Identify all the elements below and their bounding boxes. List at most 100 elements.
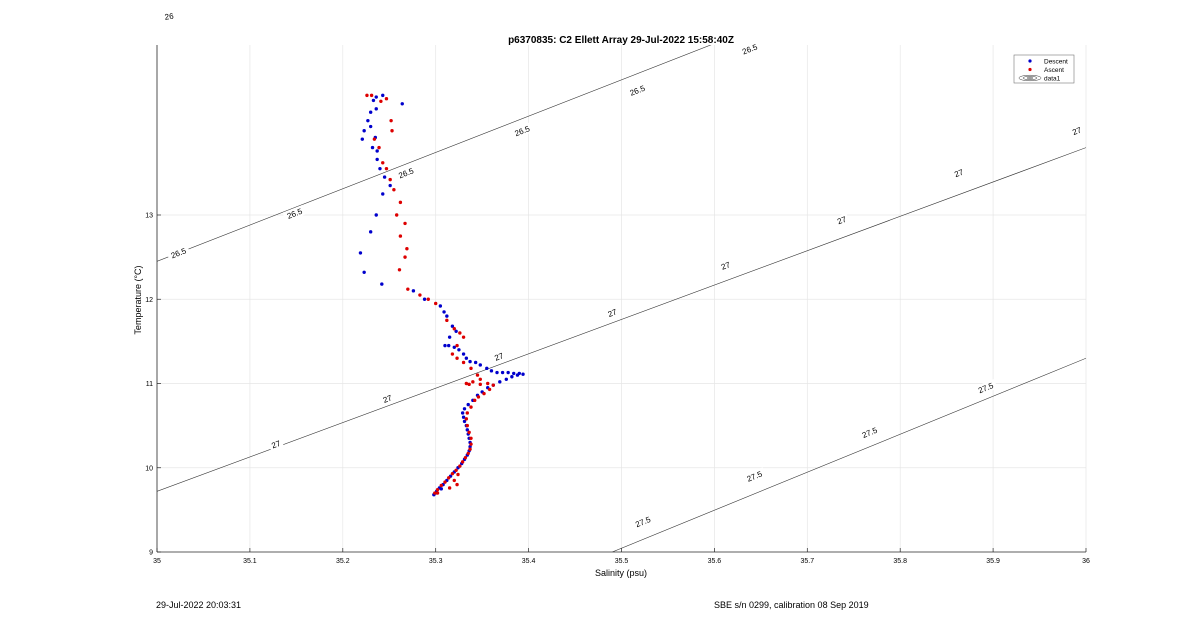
descent-point (378, 166, 382, 171)
legend-descent-marker (1028, 59, 1032, 63)
descent-point (388, 183, 392, 188)
contour-label-background (379, 391, 396, 406)
ascent-point (394, 213, 399, 217)
x-tick-label: 35.7 (800, 558, 814, 565)
ascent-point (384, 97, 389, 101)
contour-label: 26 (161, 10, 177, 22)
ascent-point (461, 360, 466, 365)
ascent-point (369, 93, 374, 98)
y-tick-label: 10 (145, 465, 153, 472)
contour-label-background (282, 204, 307, 222)
contour-label-text: 27 (270, 439, 282, 451)
descent-point (473, 360, 478, 365)
ascent-point (452, 327, 456, 331)
x-tick-label: 35.9 (986, 558, 1000, 565)
contour-label-background (857, 423, 882, 442)
descent-point (461, 352, 466, 356)
ascent-point (467, 382, 471, 387)
footer-calibration: SBE s/n 0299, calibration 08 Sep 2019 (714, 600, 869, 610)
contour-label-background (166, 244, 191, 262)
descent-point (368, 110, 373, 114)
descent-point (381, 93, 385, 98)
contour-label: 27 (490, 349, 507, 364)
contour-label-background (630, 512, 655, 531)
ascent-point (455, 482, 459, 487)
ascent-point (435, 487, 440, 492)
x-tick-label: 35.4 (522, 558, 536, 565)
ascent-point (443, 480, 447, 484)
descent-point (460, 411, 465, 415)
ascent-point (464, 417, 469, 421)
ascent-point (469, 366, 473, 371)
y-tick-label: 13 (145, 213, 153, 220)
x-tick-label: 36 (1082, 558, 1090, 565)
contour-label-text: 27 (953, 167, 965, 179)
ascent-point (392, 188, 396, 192)
ascent-point (398, 234, 403, 238)
descent-point (454, 329, 458, 333)
descent-point (447, 335, 452, 339)
x-tick-label: 35.3 (429, 558, 443, 565)
ascent-point (465, 411, 469, 415)
contour-label: 27 (267, 437, 284, 452)
descent-point (485, 366, 489, 371)
contour-label-background (625, 81, 650, 99)
ascent-point (465, 423, 469, 428)
contour-label-text: 27 (720, 260, 732, 272)
descent-point (462, 419, 467, 424)
contour-label-background (737, 40, 762, 58)
descent-point (464, 356, 469, 360)
descent-point (478, 363, 482, 367)
descent-point (362, 270, 366, 274)
footer-timestamp: 29-Jul-2022 20:03:31 (156, 600, 242, 610)
descent-point (521, 372, 525, 376)
contour-label-background (833, 213, 850, 228)
legend-ascent-label: Ascent (1044, 67, 1064, 74)
contour-label-background (742, 467, 767, 485)
ascent-point (390, 129, 394, 133)
ascent-point (476, 395, 481, 399)
descent-point (489, 369, 494, 373)
ascent-point (482, 391, 486, 396)
contour-label: 27 (950, 165, 967, 180)
ascent-point (418, 293, 422, 297)
ascent-point (450, 352, 455, 356)
descent-point (495, 370, 499, 375)
contour-label-background (267, 437, 284, 452)
ascent-point (469, 442, 473, 446)
contour-label-background (393, 164, 418, 182)
legend-ascent-marker (1028, 67, 1032, 72)
contour-label-background (161, 10, 177, 22)
x-axis-label: Salinity (psu) (595, 568, 647, 578)
descent-point (375, 157, 379, 162)
ascent-point (397, 268, 402, 272)
descent-point (465, 428, 469, 432)
contour-label-text: 27 (607, 307, 619, 319)
x-axis-ticks: 35 35.1 35.2 35.3 35.4 35.5 35.6 35.7 35.8 35.9 36 (153, 548, 1090, 565)
ascent-point (463, 455, 468, 460)
contour-label-background (490, 349, 507, 364)
ascent-point (454, 468, 458, 472)
contour-label: 27 (379, 391, 396, 406)
ascent-point (460, 460, 465, 464)
descent-point (443, 343, 447, 348)
ascent-point (398, 200, 403, 205)
ascent-point (471, 380, 475, 384)
ascent-point (469, 436, 473, 440)
chart-title: p6370835: C2 Ellett Array 29-Jul-2022 15… (508, 35, 734, 46)
contour-line (157, 45, 712, 262)
descent-point (371, 98, 376, 103)
contour-label-background (1068, 123, 1085, 138)
descent-point (439, 487, 443, 491)
legend-box (1013, 54, 1075, 84)
ascent-point (447, 486, 452, 490)
x-tick-label: 35.6 (708, 558, 722, 565)
contour-label: 27 (833, 213, 850, 228)
ascent-point (455, 356, 459, 360)
descent-point (375, 149, 379, 153)
ascent-point (445, 318, 449, 323)
descent-point (366, 118, 370, 123)
descent-point (374, 213, 378, 217)
ascent-point (464, 381, 469, 386)
contour-label-background (950, 165, 967, 180)
